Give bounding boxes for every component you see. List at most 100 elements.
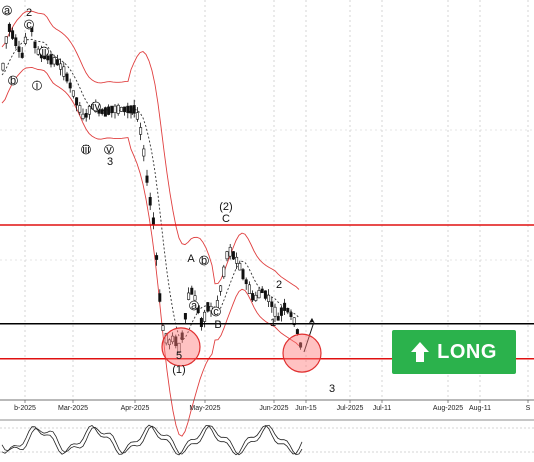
wave-label: v	[106, 144, 112, 156]
x-axis: b-2025 Mar-2025 Apr-2025 May-2025 Jun-2025 Ju…	[0, 399, 534, 412]
candle-body	[4, 36, 8, 44]
candle-body	[295, 329, 299, 334]
candle-body	[180, 332, 184, 340]
candle-body	[276, 316, 280, 321]
candle-body	[164, 332, 168, 344]
candle-body	[62, 66, 66, 77]
candle-body	[222, 266, 226, 278]
candle-body	[187, 292, 191, 300]
wave-label-circle	[24, 19, 34, 30]
wave-label: i	[36, 80, 38, 92]
oscillator-line-slow	[1, 424, 303, 456]
candle-body	[142, 148, 146, 157]
wave-label: 3	[107, 156, 113, 168]
wave-label: 3	[329, 383, 335, 395]
upper-band	[1, 10, 300, 290]
candlestick-series	[1, 20, 303, 354]
candle-body	[52, 57, 56, 65]
candle-body	[23, 36, 27, 44]
candle-body	[33, 41, 37, 49]
candle-body	[183, 313, 187, 320]
wave-label: 1	[270, 317, 276, 329]
x-tick-label: Jul-11	[373, 405, 392, 412]
candle-body	[20, 52, 24, 58]
current-highlight-circle	[282, 333, 322, 373]
candle-body	[132, 105, 136, 114]
candle-body	[129, 105, 133, 114]
candle-body	[100, 109, 104, 114]
long-signal-label: LONG	[437, 340, 497, 363]
wave-label: 2	[26, 7, 32, 19]
candle-body	[283, 302, 287, 311]
candle-body	[279, 307, 283, 316]
oscillator-line-fast	[1, 424, 303, 456]
wave-label: b	[201, 255, 207, 267]
long-signal-badge[interactable]: LONG	[392, 330, 516, 374]
wave-label: 5	[176, 350, 182, 362]
forecast-arrow	[303, 321, 315, 353]
candle-body	[286, 307, 290, 313]
candle-body	[203, 311, 207, 322]
candle-body	[135, 112, 139, 120]
candle-body	[151, 217, 155, 225]
candle-body	[46, 55, 50, 61]
chart-grid	[0, 0, 534, 400]
wave-label-circle	[39, 46, 49, 57]
wave-label-circle	[2, 5, 12, 16]
wave-label-circle	[91, 101, 101, 112]
candle-body	[116, 104, 120, 114]
candle-body	[161, 325, 165, 331]
candle-body	[113, 105, 117, 113]
candle-body	[68, 82, 72, 89]
candle-body	[55, 59, 59, 66]
wave-label: a	[4, 5, 11, 17]
candle-body	[107, 106, 111, 115]
candle-body	[299, 342, 303, 348]
candle-body	[17, 46, 21, 52]
candle-body	[1, 62, 5, 71]
wave-label: c	[213, 306, 219, 318]
candle-body	[139, 127, 143, 135]
candle-body	[78, 105, 82, 113]
wave-label: A	[187, 253, 195, 265]
bollinger-bands	[1, 10, 300, 437]
candle-body	[241, 269, 245, 280]
x-tick-label: Jun-15	[295, 405, 317, 412]
candle-body	[206, 302, 210, 312]
wave-label: 4	[128, 106, 134, 118]
candle-body	[87, 106, 91, 115]
x-tick-label: S	[526, 405, 531, 412]
candle-body	[267, 294, 271, 302]
wave-label-circle	[211, 306, 221, 317]
candle-body	[289, 312, 293, 317]
candle-body	[251, 293, 255, 301]
wave-label-circle	[189, 300, 199, 311]
wave-label: ii	[42, 46, 47, 58]
x-tick-label: May-2025	[189, 405, 220, 412]
candle-body	[270, 301, 274, 307]
x-tick-label: Aug-11	[469, 405, 491, 412]
candle-body	[254, 294, 258, 301]
wave-label: C	[222, 213, 230, 225]
candle-body	[59, 63, 63, 70]
candle-body	[84, 113, 88, 118]
lower-band	[1, 66, 300, 437]
candle-body	[126, 105, 130, 113]
wave-label: c	[26, 19, 32, 31]
candle-body	[36, 48, 40, 55]
candle-body	[219, 285, 223, 292]
arrow-up-icon	[411, 342, 430, 362]
middle-band	[1, 38, 300, 341]
candle-body	[190, 287, 194, 295]
candle-body	[145, 175, 149, 183]
candle-body	[177, 342, 181, 353]
candle-body	[49, 54, 53, 65]
candle-body	[244, 279, 248, 285]
wave-label: 2	[276, 279, 282, 291]
candle-body	[119, 106, 123, 112]
candle-body	[193, 295, 197, 301]
candle-body	[7, 23, 11, 32]
candle-body	[247, 284, 251, 294]
wave-label-circle	[199, 255, 209, 266]
candle-body	[14, 37, 18, 46]
